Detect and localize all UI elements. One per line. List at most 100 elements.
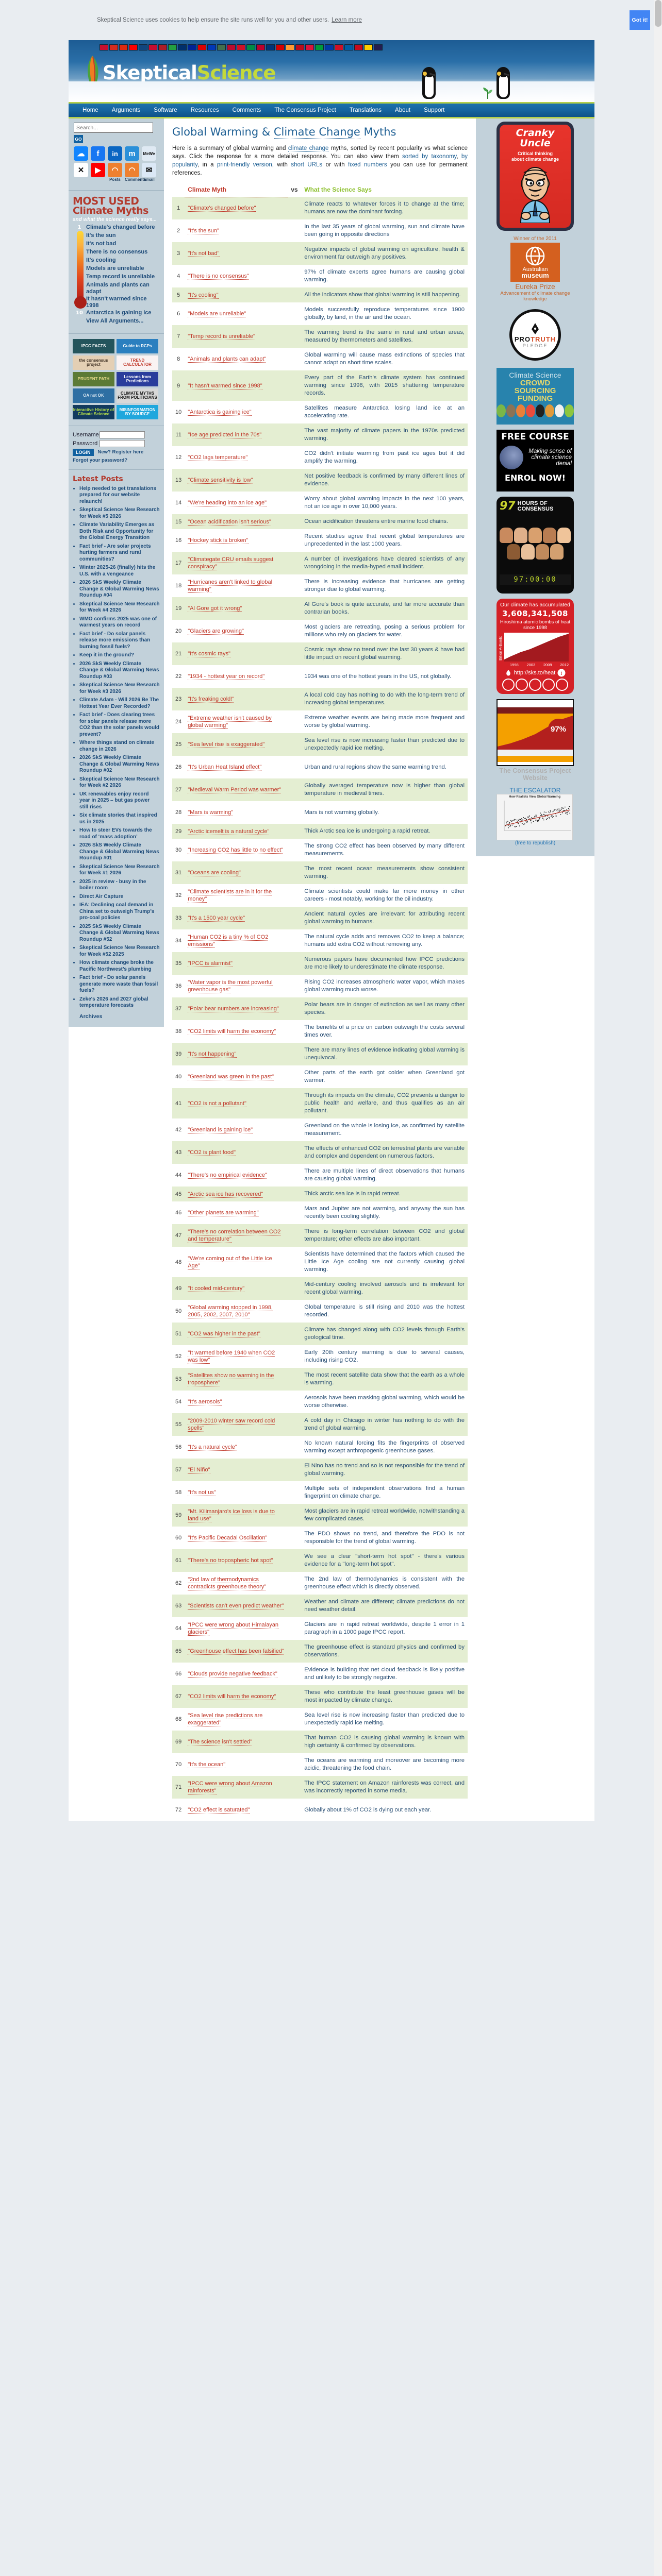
myth-link[interactable]: "Increasing CO2 has little to no effect" [188,847,284,854]
nav-item-home[interactable]: Home [82,107,98,113]
myth-link[interactable]: "Greenland was green in the past" [188,1074,274,1080]
latest-post-item[interactable]: 2025 in review - busy in the boiler room [79,879,160,892]
intro-link[interactable]: print-friendly version [217,161,272,168]
latest-post-item[interactable]: 2025 SkS Weekly Climate Change & Global … [79,924,160,943]
latest-post-item[interactable]: Zeke's 2026 and 2027 global temperature … [79,996,160,1009]
science-cell[interactable]: Most glaciers are in rapid retreat world… [301,1504,468,1527]
science-cell[interactable]: Every part of the Earth's climate system… [301,370,468,401]
myth-link[interactable]: "Arctic icemelt is a natural cycle" [188,828,270,835]
science-cell[interactable]: Polar bears are in danger of extinction … [301,997,468,1020]
science-cell[interactable]: Climate scientists could make far more m… [301,884,468,907]
nav-item-arguments[interactable]: Arguments [111,107,141,113]
science-cell[interactable]: The oceans are warming and moreover are … [301,1753,468,1776]
myth-link[interactable]: "CO2 limits will harm the economy" [188,1693,276,1700]
myth-cell[interactable]: "Scientists can't even predict weather" [185,1595,288,1617]
myth-link[interactable]: "Oceans are cooling" [188,870,241,876]
latest-post-item[interactable]: 2026 SkS Weekly Climate Change & Global … [79,580,160,599]
science-cell[interactable]: Weather and climate are different; clima… [301,1595,468,1617]
myth-link[interactable]: "It's aerosols" [188,1399,222,1405]
science-cell[interactable]: Through its impacts on the climate, CO2 … [301,1088,468,1118]
science-cell[interactable]: Ancient natural cycles are irrelevant fo… [301,907,468,929]
science-cell[interactable]: The natural cycle adds and removes CO2 t… [301,929,468,952]
myth-link[interactable]: "There is no consensus" [188,273,249,280]
nav-item-the-consensus-project[interactable]: The Consensus Project [274,107,336,113]
science-cell[interactable]: Thick Arctic sea ice is undergoing a rap… [301,824,468,839]
myth-link[interactable]: "Medieval Warm Period was warmer" [188,787,282,793]
latest-post-item[interactable]: WMO confirms 2025 was one of warmest yea… [79,616,160,629]
myth-link[interactable]: "We're heading into an ice age" [188,500,267,506]
myth-link[interactable]: "Al Gore got it wrong" [188,605,242,612]
thumbnail-guide-to-rcps[interactable]: Guide to RCPs [117,338,158,353]
science-cell[interactable]: Other parts of the earth got colder when… [301,1065,468,1088]
cookie-learn-more-link[interactable]: Learn more [332,17,362,23]
science-cell[interactable]: The 2nd law of thermodynamics is consist… [301,1572,468,1595]
flag-icon-4[interactable] [139,44,147,50]
science-cell[interactable]: The strong CO2 effect has been observed … [301,839,468,861]
myth-cell[interactable]: "There's no empirical evidence" [185,1164,288,1187]
science-cell[interactable]: Scientists have determined that the fact… [301,1247,468,1277]
most-used-label[interactable]: Animals and plants can adapt [86,281,150,295]
science-cell[interactable]: No known natural forcing fits the finger… [301,1436,468,1459]
main-navigation[interactable]: Home Arguments Software Resources Comments Th… [69,102,594,118]
flag-icon-25[interactable] [344,44,353,50]
myth-link[interactable]: "Other planets are warming" [188,1210,259,1216]
rss-comments-icon[interactable]: ◠ [125,163,139,177]
science-cell[interactable]: These who contribute the least greenhous… [301,1685,468,1708]
science-cell[interactable]: 97% of climate experts agree humans are … [301,265,468,287]
science-cell[interactable]: Recent studies agree that recent global … [301,529,468,552]
latest-post-item[interactable]: Skeptical Science New Research for Week … [79,682,160,695]
rss-posts-icon[interactable]: ◠ [108,163,122,177]
science-cell[interactable]: Sea level rise is now increasing faster … [301,1708,468,1731]
latest-post-item[interactable]: How climate change broke the Pacific Nor… [79,960,160,973]
latest-post-item[interactable]: Fact brief - Do solar panels release mor… [79,631,160,651]
myth-cell[interactable]: "Animals and plants can adapt" [185,348,288,370]
myth-cell[interactable]: "There's no correlation between CO2 and … [185,1224,288,1247]
myth-cell[interactable]: "Other planets are warming" [185,1201,288,1224]
science-cell[interactable]: The warming trend is the same in rural a… [301,325,468,348]
myth-cell[interactable]: "It's not us" [185,1481,288,1504]
myth-link[interactable]: "2009-2010 winter saw record cold spells… [188,1418,275,1432]
science-cell[interactable]: Models successfully reproduce temperatur… [301,302,468,325]
thumbnail-interactive-history-of-climate-science[interactable]: Interactive History of Climate Science [73,404,114,419]
most-used-label[interactable]: It's not bad [86,240,117,247]
science-cell[interactable]: There are multiple lines of direct obser… [301,1164,468,1187]
myth-cell[interactable]: "Sea level rise is exaggerated" [185,733,288,756]
myth-link[interactable]: "It's a 1500 year cycle" [188,915,245,922]
archives-link[interactable]: Archives [79,1013,103,1020]
myth-cell[interactable]: "Greenland was green in the past" [185,1065,288,1088]
flag-icon-5[interactable] [148,44,157,50]
myth-link[interactable]: "Polar bear numbers are increasing" [188,1006,279,1012]
science-cell[interactable]: Net positive feedback is confirmed by ma… [301,469,468,492]
latest-post-item[interactable]: Skeptical Science New Research for Week … [79,945,160,958]
myth-cell[interactable]: "Medieval Warm Period was warmer" [185,778,288,801]
science-cell[interactable]: We see a clear "short-term hot spot" - t… [301,1549,468,1572]
thumbnail-lessons-from-predictions[interactable]: Lessons from Predictions [117,371,158,386]
science-cell[interactable]: The effects of enhanced CO2 on terrestri… [301,1141,468,1164]
myth-cell[interactable]: "The science isn't settled" [185,1731,288,1753]
myth-cell[interactable]: "IPCC is alarmist" [185,952,288,975]
myth-cell[interactable]: "1934 - hottest year on record" [185,665,288,688]
myth-cell[interactable]: "It's not happening" [185,1043,288,1065]
science-cell[interactable]: Multiple sets of independent observation… [301,1481,468,1504]
myth-cell[interactable]: "There is no consensus" [185,265,288,287]
site-logo[interactable]: SkepticalScience [103,62,276,84]
flag-icon-23[interactable] [325,44,334,50]
latest-post-item[interactable]: Winter 2025-26 (finally) hits the U.S. w… [79,565,160,578]
most-used-label[interactable]: Climate's changed before [86,224,155,230]
science-cell[interactable]: Aerosols have been masking global warmin… [301,1391,468,1413]
username-field[interactable] [100,431,145,438]
myth-cell[interactable]: "CO2 limits will harm the economy" [185,1020,288,1043]
science-cell[interactable]: Thick arctic sea ice is in rapid retreat… [301,1187,468,1201]
myth-link[interactable]: "Climate sensitivity is low" [188,477,253,484]
myth-cell[interactable]: "It's Urban Heat Island effect" [185,756,288,778]
myth-link[interactable]: "CO2 was higher in the past" [188,1331,260,1337]
nav-item-software[interactable]: Software [154,107,177,113]
flag-icon-19[interactable] [286,44,294,50]
myth-link[interactable]: "Greenland is gaining ice" [188,1127,253,1133]
science-cell[interactable]: All the indicators show that global warm… [301,287,468,302]
myth-cell[interactable]: "Sea level rise predictions are exaggera… [185,1708,288,1731]
most-used-label[interactable]: It's cooling [86,257,116,263]
myth-cell[interactable]: "CO2 lags temperature" [185,446,288,469]
science-cell[interactable]: Numerous papers have documented how IPCC… [301,952,468,975]
myth-cell[interactable]: "Climategate CRU emails suggest conspira… [185,552,288,574]
